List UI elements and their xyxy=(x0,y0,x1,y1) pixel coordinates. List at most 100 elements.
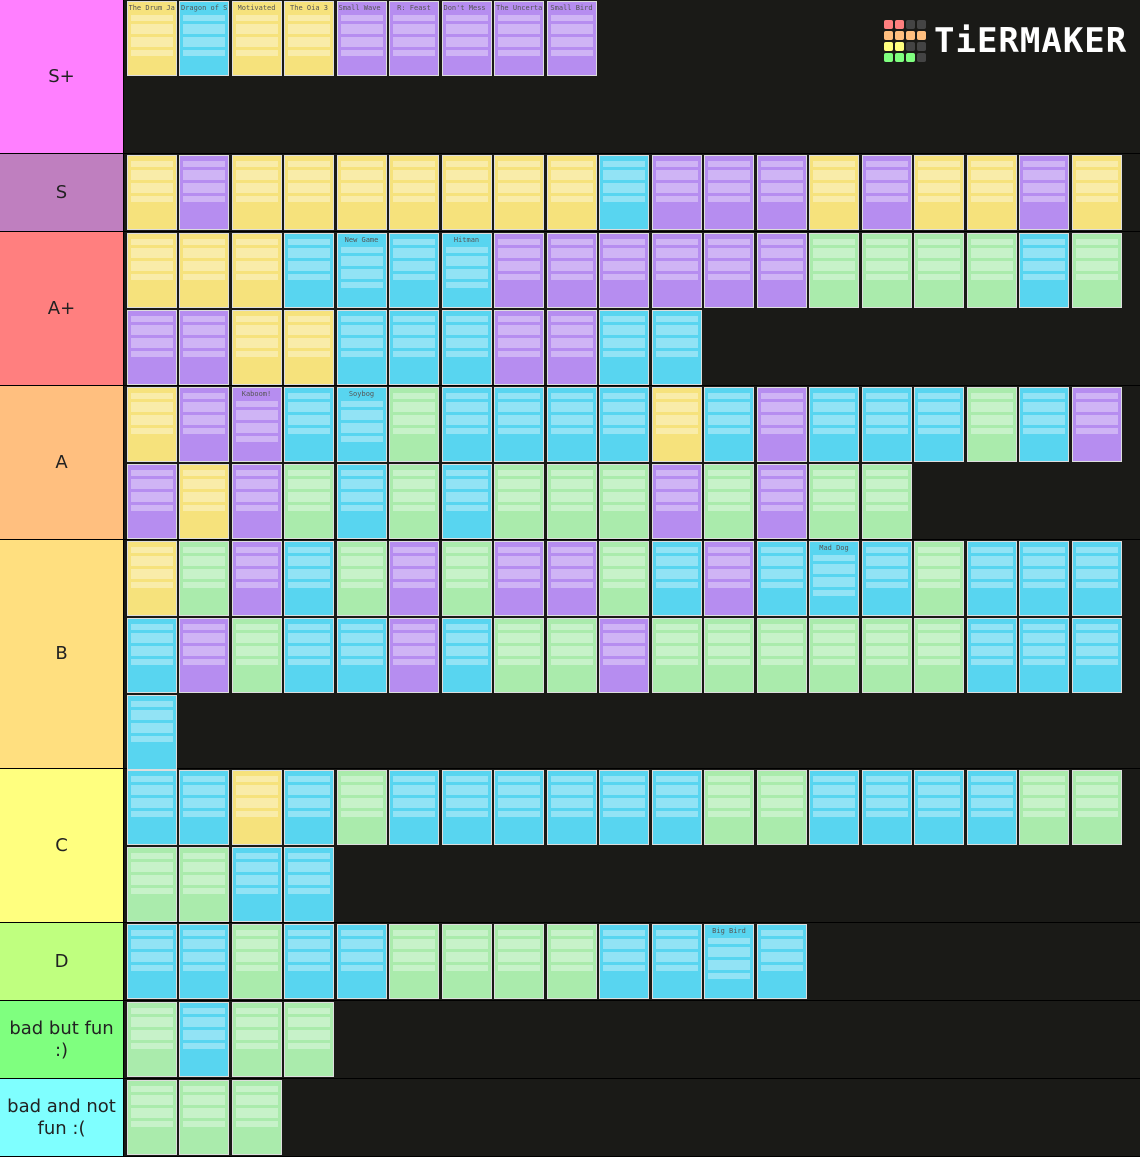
tier-card[interactable] xyxy=(126,233,177,308)
tier-card[interactable] xyxy=(126,1080,177,1155)
tier-card[interactable] xyxy=(179,387,229,462)
tier-card[interactable] xyxy=(1071,541,1122,616)
tier-card[interactable] xyxy=(336,541,387,616)
tier-card[interactable]: Don't Mess Me xyxy=(441,1,492,76)
tier-card[interactable] xyxy=(756,155,807,230)
tier-card[interactable] xyxy=(179,770,229,845)
tier-card[interactable] xyxy=(1019,541,1069,616)
tier-card[interactable] xyxy=(126,1002,177,1077)
tier-card[interactable]: New Game xyxy=(336,233,387,308)
tier-card[interactable] xyxy=(494,233,544,308)
tier-card[interactable] xyxy=(284,618,334,693)
tier-card[interactable] xyxy=(651,924,702,999)
tier-card[interactable] xyxy=(704,233,754,308)
tier-card[interactable] xyxy=(231,770,282,845)
tier-card[interactable] xyxy=(179,310,229,385)
tier-card[interactable] xyxy=(1019,770,1069,845)
tier-card[interactable]: The Oia 3 xyxy=(284,1,334,76)
tier-card[interactable] xyxy=(494,464,544,539)
tier-card[interactable] xyxy=(179,464,229,539)
tier-card[interactable]: Small Bird xyxy=(546,1,597,76)
tier-card[interactable] xyxy=(861,233,912,308)
tier-card[interactable] xyxy=(284,924,334,999)
tier-card[interactable] xyxy=(284,310,334,385)
tier-card[interactable] xyxy=(809,770,859,845)
tier-card[interactable] xyxy=(756,233,807,308)
tier-card[interactable] xyxy=(389,924,439,999)
tier-card[interactable] xyxy=(599,541,649,616)
tier-card[interactable] xyxy=(704,618,754,693)
tier-card[interactable]: Kaboom! xyxy=(231,387,282,462)
tiermaker-logo[interactable]: TiERMAKER xyxy=(884,20,1127,62)
tier-card[interactable] xyxy=(546,233,597,308)
tier-card[interactable] xyxy=(599,770,649,845)
tier-card[interactable] xyxy=(284,541,334,616)
tier-card[interactable] xyxy=(914,618,964,693)
tier-card[interactable] xyxy=(651,233,702,308)
tier-label[interactable]: A+ xyxy=(0,232,124,385)
tier-card[interactable] xyxy=(441,618,492,693)
tier-card[interactable] xyxy=(284,155,334,230)
tier-card[interactable] xyxy=(284,770,334,845)
tier-card[interactable]: The Uncertain Truth xyxy=(494,1,544,76)
tier-card[interactable] xyxy=(599,155,649,230)
tier-card[interactable] xyxy=(126,695,177,770)
tier-label[interactable]: C xyxy=(0,769,124,922)
tier-card[interactable] xyxy=(756,541,807,616)
tier-card[interactable] xyxy=(599,924,649,999)
tier-card[interactable]: Big Bird xyxy=(704,924,754,999)
tier-card[interactable]: Motivated xyxy=(231,1,282,76)
tier-card[interactable] xyxy=(336,618,387,693)
tier-card[interactable] xyxy=(546,155,597,230)
tier-card[interactable] xyxy=(1071,770,1122,845)
tier-card[interactable] xyxy=(126,924,177,999)
tier-card[interactable] xyxy=(389,541,439,616)
tier-card[interactable] xyxy=(231,310,282,385)
tier-card[interactable] xyxy=(389,233,439,308)
tier-card[interactable]: The Drum Jams xyxy=(126,1,177,76)
tier-card[interactable] xyxy=(179,541,229,616)
tier-card[interactable] xyxy=(651,541,702,616)
tier-label[interactable]: S xyxy=(0,154,124,231)
tier-card[interactable] xyxy=(861,155,912,230)
tier-card[interactable] xyxy=(704,541,754,616)
tier-card[interactable] xyxy=(966,233,1017,308)
tier-card[interactable] xyxy=(389,155,439,230)
tier-card[interactable] xyxy=(231,155,282,230)
tier-card[interactable] xyxy=(651,464,702,539)
tier-card[interactable] xyxy=(914,541,964,616)
tier-card[interactable] xyxy=(704,770,754,845)
tier-card[interactable] xyxy=(336,924,387,999)
tier-card[interactable] xyxy=(966,770,1017,845)
tier-card[interactable] xyxy=(179,1002,229,1077)
tier-card[interactable] xyxy=(284,1002,334,1077)
tier-card[interactable] xyxy=(599,387,649,462)
tier-card[interactable] xyxy=(861,541,912,616)
tier-card[interactable] xyxy=(494,155,544,230)
tier-card[interactable] xyxy=(704,464,754,539)
tier-card[interactable] xyxy=(809,464,859,539)
tier-card[interactable] xyxy=(546,618,597,693)
tier-card[interactable] xyxy=(1071,233,1122,308)
tier-card[interactable] xyxy=(494,924,544,999)
tier-card[interactable] xyxy=(861,770,912,845)
tier-card[interactable] xyxy=(914,233,964,308)
tier-card[interactable] xyxy=(126,541,177,616)
tier-card[interactable] xyxy=(284,464,334,539)
tier-card[interactable] xyxy=(389,464,439,539)
tier-card[interactable] xyxy=(966,155,1017,230)
tier-card[interactable] xyxy=(861,618,912,693)
tier-card[interactable]: Soybog xyxy=(336,387,387,462)
tier-card[interactable] xyxy=(809,233,859,308)
tier-card[interactable] xyxy=(389,310,439,385)
tier-card[interactable] xyxy=(126,387,177,462)
tier-card[interactable] xyxy=(651,310,702,385)
tier-card[interactable] xyxy=(494,618,544,693)
tier-card[interactable] xyxy=(756,618,807,693)
tier-card[interactable] xyxy=(651,770,702,845)
tier-card[interactable]: Mad Dog xyxy=(809,541,859,616)
tier-card[interactable] xyxy=(546,310,597,385)
tier-card[interactable] xyxy=(284,233,334,308)
tier-card[interactable] xyxy=(861,464,912,539)
tier-card[interactable] xyxy=(599,310,649,385)
